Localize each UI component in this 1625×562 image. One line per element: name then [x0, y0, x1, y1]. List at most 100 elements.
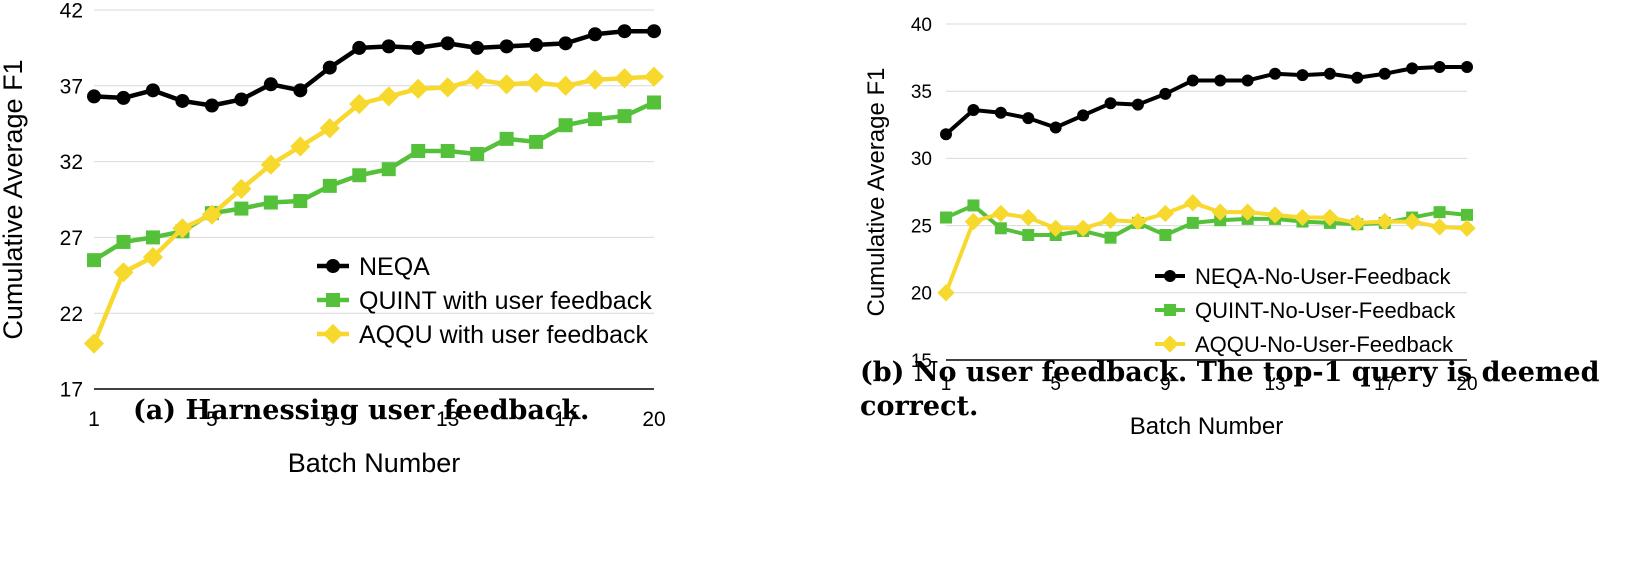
data-point — [1406, 62, 1419, 75]
data-point — [322, 178, 337, 193]
data-point — [1184, 194, 1202, 212]
y-tick-label: 32 — [60, 151, 83, 174]
x-tick-label: 9 — [1160, 374, 1171, 395]
data-point — [1159, 87, 1172, 100]
y-tick-label: 42 — [60, 0, 83, 23]
data-point — [408, 78, 429, 99]
y-tick-label: 40 — [911, 15, 932, 36]
data-point — [1433, 206, 1446, 219]
series-circle — [87, 24, 661, 113]
legend-marker — [326, 293, 340, 307]
data-point — [470, 40, 485, 55]
data-point — [1074, 219, 1092, 237]
data-point — [437, 77, 458, 98]
data-point — [529, 134, 544, 149]
legend-label: NEQA — [359, 253, 430, 281]
y-axis-label: Cumulative Average F1 — [863, 67, 890, 316]
data-point — [558, 36, 573, 51]
legend-marker — [322, 323, 344, 345]
x-tick-label: 20 — [1456, 374, 1477, 395]
data-point — [1104, 97, 1117, 110]
x-tick-label: 5 — [1050, 374, 1061, 395]
legend-marker — [326, 259, 340, 273]
legend-label: QUINT with user feedback — [359, 287, 652, 315]
data-point — [145, 230, 160, 245]
data-point — [1156, 204, 1175, 223]
data-point — [588, 27, 603, 42]
data-point — [499, 131, 514, 146]
data-point — [263, 77, 278, 92]
x-tick-label: 17 — [1374, 374, 1395, 395]
data-point — [381, 162, 396, 177]
caption-b: (b) No user feedback. The top-1 query is… — [860, 357, 1609, 422]
data-point — [381, 39, 396, 54]
data-point — [234, 92, 249, 107]
data-point — [1461, 61, 1473, 74]
data-point — [967, 199, 980, 212]
data-point — [1022, 229, 1035, 242]
data-point — [204, 98, 219, 113]
x-tick-label: 5 — [206, 408, 218, 431]
legend-label: AQQU with user feedback — [359, 321, 649, 349]
x-axis-label: Batch Number — [1130, 413, 1283, 440]
data-point — [83, 333, 105, 354]
data-point — [1186, 74, 1199, 87]
data-point — [1433, 61, 1446, 74]
data-point — [319, 118, 340, 139]
data-point — [234, 201, 249, 216]
series-square — [87, 95, 661, 268]
data-point — [1266, 206, 1284, 224]
data-point — [1378, 67, 1391, 80]
data-point — [584, 69, 606, 90]
data-point — [1019, 208, 1037, 227]
x-axis-label: Batch Number — [288, 448, 461, 478]
data-point — [1022, 112, 1035, 125]
data-point — [1321, 208, 1339, 227]
data-point — [499, 39, 514, 54]
y-tick-label: 15 — [911, 351, 932, 372]
data-point — [1131, 98, 1144, 111]
data-point — [1238, 203, 1257, 221]
data-point — [1211, 203, 1229, 221]
data-point — [1104, 231, 1117, 244]
legend: NEQA-No-User-Feedback QUINT-No-User-Feedb… — [1155, 264, 1456, 357]
y-tick-label: 25 — [911, 216, 932, 237]
data-point — [647, 95, 661, 110]
data-point — [1241, 74, 1254, 87]
data-point — [172, 218, 193, 239]
data-point — [201, 204, 222, 225]
data-point — [940, 211, 952, 224]
data-point — [526, 72, 547, 93]
data-point — [1101, 211, 1120, 229]
data-point — [967, 104, 980, 117]
series-diamond — [83, 66, 665, 354]
legend: NEQA QUINT with user feedback AQQU with us… — [317, 253, 652, 349]
caption-a: (a) Harnessing user feedback. — [133, 395, 590, 426]
y-tick-label: 27 — [60, 227, 83, 250]
legend-marker — [1164, 270, 1176, 282]
data-point — [1458, 219, 1476, 237]
data-point — [116, 234, 131, 249]
data-point — [142, 247, 164, 268]
data-point — [1214, 74, 1227, 87]
data-point — [1430, 218, 1449, 236]
series-diamond — [937, 194, 1476, 302]
data-point — [470, 147, 485, 162]
x-tick-label: 20 — [642, 408, 665, 431]
data-point — [588, 112, 603, 127]
data-point — [116, 90, 131, 105]
data-point — [940, 128, 952, 141]
data-point — [87, 253, 101, 268]
data-point — [440, 143, 455, 158]
data-point — [467, 69, 488, 90]
data-point — [411, 40, 426, 55]
data-point — [290, 136, 311, 157]
data-point — [1461, 208, 1473, 221]
legend-label: AQQU-No-User-Feedback — [1195, 332, 1454, 357]
data-point — [994, 106, 1007, 119]
data-point — [113, 262, 134, 283]
data-point — [1049, 121, 1062, 134]
data-point — [1293, 208, 1312, 227]
